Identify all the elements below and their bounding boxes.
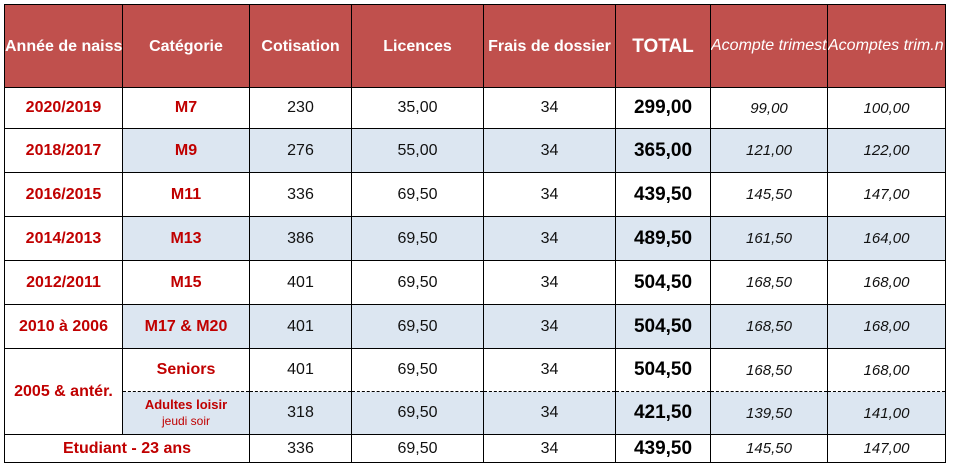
- table-row-loisir: Adultes loisir jeudi soir 318 69,50 34 4…: [5, 391, 946, 435]
- cell-annee: 2010 à 2006: [4, 304, 123, 349]
- cell-cotisation: 276: [249, 128, 352, 173]
- cell-frais: 34: [483, 87, 616, 129]
- cell-etudiant-label: Etudiant - 23 ans: [4, 434, 250, 463]
- cell-categorie: M17 & M20: [122, 304, 250, 349]
- cell-categorie: M9: [122, 128, 250, 173]
- cell-licences: 69,50: [351, 260, 484, 305]
- cell-licences: 69,50: [351, 304, 484, 349]
- cell-licences: 69,50: [351, 348, 484, 392]
- cell-acompte1: 145,50: [710, 434, 828, 463]
- cell-categorie-loisir: Adultes loisir jeudi soir: [122, 391, 250, 435]
- table-row-etudiant: Etudiant - 23 ans 336 69,50 34 439,50 14…: [4, 434, 946, 463]
- cell-frais: 34: [483, 434, 616, 463]
- table-row: 2018/2017 M9 276 55,00 34 365,00 121,00 …: [4, 128, 946, 173]
- cell-acompte1: 168,50: [710, 348, 828, 392]
- cell-acompte23: 122,00: [827, 128, 946, 173]
- cell-acompte23: 100,00: [827, 87, 946, 129]
- cell-frais: 34: [483, 304, 616, 349]
- cell-categorie: M11: [122, 172, 250, 217]
- header-frais: Frais de dossier: [483, 4, 616, 88]
- cell-licences: 55,00: [351, 128, 484, 173]
- header-cotisation: Cotisation: [249, 4, 352, 88]
- header-total: TOTAL: [615, 4, 711, 88]
- cell-acompte1: 168,50: [710, 304, 828, 349]
- cell-frais: 34: [483, 172, 616, 217]
- categorie-loisir-sub: jeudi soir: [161, 414, 211, 428]
- cell-acompte23: 141,00: [827, 391, 946, 435]
- cell-frais: 34: [483, 260, 616, 305]
- cell-cotisation: 386: [249, 216, 352, 261]
- cell-acompte1: 139,50: [710, 391, 828, 435]
- cell-frais: 34: [483, 128, 616, 173]
- cell-categorie: M7: [122, 87, 250, 129]
- cell-total: 365,00: [615, 128, 711, 173]
- cell-cotisation: 318: [249, 391, 352, 435]
- table-row-seniors: 2005 & antér. Seniors 401 69,50 34 504,5…: [4, 348, 946, 435]
- fees-table: Année de naissance Catégorie Cotisation …: [4, 4, 946, 463]
- cell-acompte23: 147,00: [827, 172, 946, 217]
- cell-annee: 2016/2015: [4, 172, 123, 217]
- cell-total: 439,50: [615, 434, 711, 463]
- cell-frais: 34: [483, 391, 616, 435]
- table-row: 2016/2015 M11 336 69,50 34 439,50 145,50…: [4, 172, 946, 217]
- cell-cotisation: 336: [249, 172, 352, 217]
- cell-acompte1: 121,00: [710, 128, 828, 173]
- cell-annee: 2018/2017: [4, 128, 123, 173]
- cell-cotisation: 336: [249, 434, 352, 463]
- cell-cotisation: 401: [249, 260, 352, 305]
- header-acompte23: Acomptes trim.n°2 & n°3: [827, 4, 946, 88]
- cell-cotisation: 401: [249, 304, 352, 349]
- table-row: 2014/2013 M13 386 69,50 34 489,50 161,50…: [4, 216, 946, 261]
- cell-licences: 69,50: [351, 216, 484, 261]
- cell-total: 504,50: [615, 260, 711, 305]
- cell-acompte23: 168,00: [827, 304, 946, 349]
- cell-frais: 34: [483, 216, 616, 261]
- cell-categorie: M15: [122, 260, 250, 305]
- cell-acompte1: 99,00: [710, 87, 828, 129]
- cell-categorie: Seniors: [122, 348, 250, 392]
- table-row: 2012/2011 M15 401 69,50 34 504,50 168,50…: [4, 260, 946, 305]
- cell-cotisation: 230: [249, 87, 352, 129]
- cell-licences: 35,00: [351, 87, 484, 129]
- header-annee: Année de naissance: [4, 4, 123, 88]
- cell-licences: 69,50: [351, 172, 484, 217]
- cell-annee-adultes: 2005 & antér.: [4, 348, 123, 435]
- cell-annee: 2020/2019: [4, 87, 123, 129]
- cell-acompte1: 145,50: [710, 172, 828, 217]
- cell-acompte1: 161,50: [710, 216, 828, 261]
- header-acompte1: Acompte trimestriel n°1: [710, 4, 828, 88]
- table-row: 2020/2019 M7 230 35,00 34 299,00 99,00 1…: [4, 87, 946, 129]
- cell-total: 489,50: [615, 216, 711, 261]
- cell-acompte23: 168,00: [827, 260, 946, 305]
- cell-acompte23: 147,00: [827, 434, 946, 463]
- cell-licences: 69,50: [351, 434, 484, 463]
- cell-licences: 69,50: [351, 391, 484, 435]
- cell-acompte23: 168,00: [827, 348, 946, 392]
- cell-frais: 34: [483, 348, 616, 392]
- cell-acompte1: 168,50: [710, 260, 828, 305]
- cell-categorie: M13: [122, 216, 250, 261]
- cell-total: 504,50: [615, 304, 711, 349]
- header-categorie: Catégorie: [122, 4, 250, 88]
- cell-total: 504,50: [615, 348, 711, 392]
- table-row: 2010 à 2006 M17 & M20 401 69,50 34 504,5…: [4, 304, 946, 349]
- cell-annee: 2014/2013: [4, 216, 123, 261]
- header-row: Année de naissance Catégorie Cotisation …: [4, 4, 946, 88]
- header-licences: Licences: [351, 4, 484, 88]
- cell-acompte23: 164,00: [827, 216, 946, 261]
- categorie-loisir-label: Adultes loisir: [144, 397, 228, 412]
- cell-total: 439,50: [615, 172, 711, 217]
- cell-total: 299,00: [615, 87, 711, 129]
- cell-annee: 2012/2011: [4, 260, 123, 305]
- cell-cotisation: 401: [249, 348, 352, 392]
- cell-total: 421,50: [615, 391, 711, 435]
